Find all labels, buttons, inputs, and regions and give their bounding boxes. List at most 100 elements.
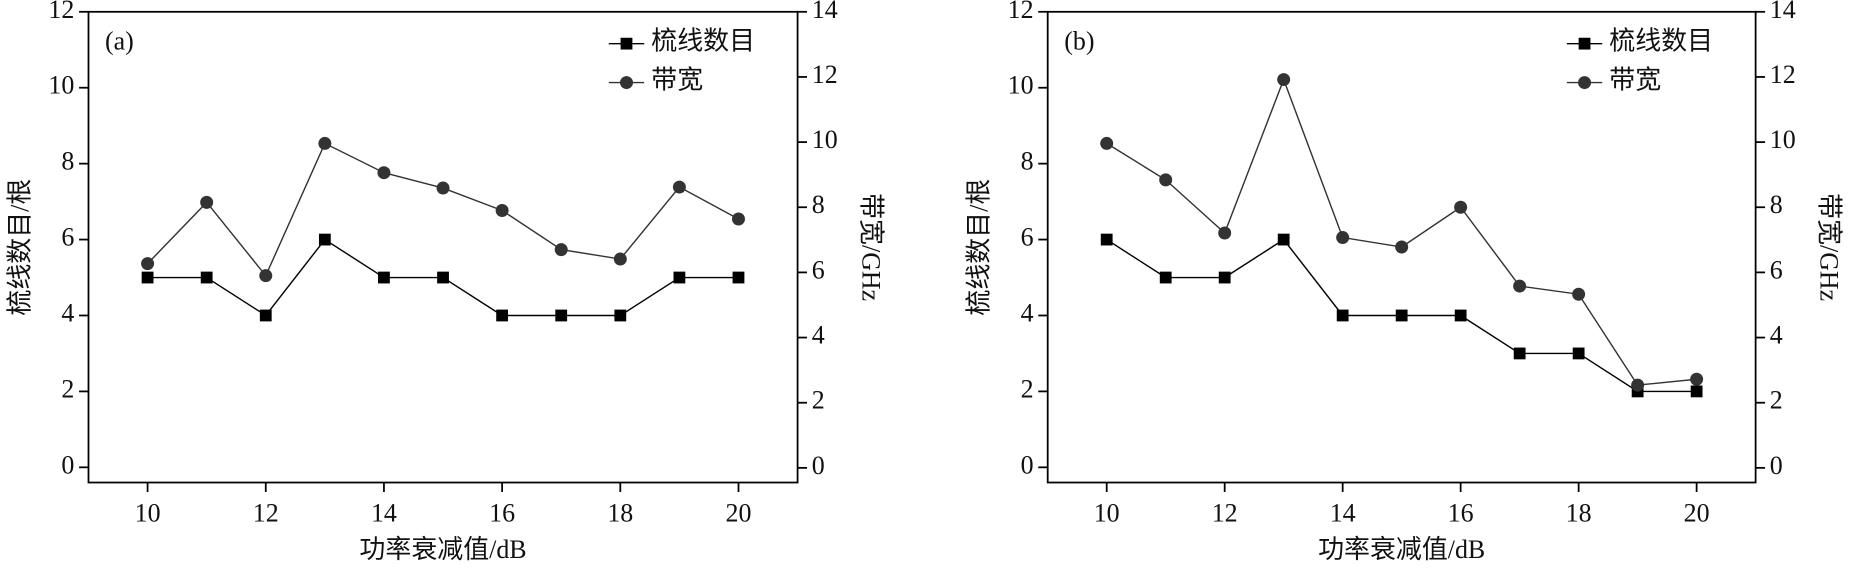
x-tick-label: 14 (371, 499, 397, 528)
marker (259, 269, 273, 283)
marker (555, 309, 568, 322)
marker (1454, 309, 1467, 322)
y2-tick-label: 14 (1770, 0, 1796, 24)
y2-tick-label: 2 (812, 386, 825, 415)
legend-label: 带宽 (651, 66, 703, 95)
legend-marker (1578, 76, 1592, 90)
y2-tick-label: 6 (1770, 255, 1783, 284)
legend-label: 带宽 (1609, 66, 1661, 95)
y-tick-label: 4 (1021, 298, 1034, 327)
x-axis-label: 功率衰减值/dB (1318, 535, 1485, 564)
x-tick-label: 12 (253, 499, 279, 528)
y-tick-label: 12 (1008, 0, 1034, 24)
marker (672, 180, 686, 194)
marker (496, 309, 509, 322)
y-tick-label: 10 (48, 71, 74, 100)
marker (1631, 378, 1645, 392)
x-tick-label: 12 (1212, 499, 1238, 528)
x-tick-label: 16 (489, 499, 515, 528)
marker (1277, 233, 1290, 246)
y-tick-label: 0 (1021, 450, 1034, 479)
marker (200, 271, 213, 284)
x-tick-label: 16 (1448, 499, 1474, 528)
legend-marker (620, 76, 633, 90)
marker (1336, 231, 1350, 245)
marker (1513, 347, 1526, 360)
marker (141, 257, 155, 271)
y-tick-label: 2 (1021, 374, 1034, 403)
x-tick-label: 20 (1684, 499, 1710, 528)
x-tick-label: 10 (135, 499, 161, 528)
y2-tick-label: 0 (812, 451, 825, 480)
legend-label: 梳线数目 (651, 27, 755, 56)
x-tick-label: 20 (726, 499, 752, 528)
y2-tick-label: 2 (1770, 386, 1783, 415)
marker (1159, 173, 1173, 187)
marker (1159, 271, 1172, 284)
y2-tick-label: 6 (812, 255, 825, 284)
series-line (147, 142, 739, 278)
marker (495, 204, 509, 217)
marker (1690, 385, 1703, 398)
y2-tick-label: 8 (812, 190, 825, 219)
marker (1395, 240, 1409, 254)
panel-annotation: (b) (1064, 27, 1094, 56)
marker (200, 195, 214, 209)
marker (318, 136, 332, 150)
legend-label: 梳线数目 (1609, 27, 1713, 56)
y-tick-label: 12 (48, 0, 74, 24)
y-axis-label: 梳线数目/根 (5, 179, 34, 316)
marker (437, 271, 449, 284)
marker (554, 243, 568, 257)
marker (673, 271, 686, 284)
panel-annotation: (a) (105, 27, 134, 56)
marker (1218, 271, 1231, 284)
marker (1277, 73, 1291, 87)
y2-tick-label: 10 (1770, 125, 1796, 154)
y2-tick-label: 8 (1770, 190, 1783, 219)
y-tick-label: 6 (1021, 223, 1034, 252)
marker (378, 271, 390, 284)
y2-tick-label: 14 (812, 0, 838, 24)
panel: 10 12 14 16 18 20 0 2 4 6 8 10 12 0 2 4 6 8 10 12 14 功率衰减值/dB… (5, 0, 885, 564)
y-tick-label: 4 (61, 298, 74, 327)
x-tick-label: 14 (1330, 499, 1356, 528)
y2-tick-label: 4 (812, 321, 825, 350)
panel: 10 12 14 16 18 20 0 2 4 6 8 10 12 0 2 4 6 8 10 12 14 功率衰减值/dB… (965, 0, 1844, 564)
marker (318, 233, 331, 246)
marker (614, 309, 627, 322)
marker (1690, 372, 1704, 386)
y-tick-label: 8 (1021, 147, 1034, 176)
plot-frame (87, 10, 799, 484)
marker (1395, 309, 1408, 322)
y-tick-label: 6 (61, 223, 74, 252)
y-tick-label: 8 (61, 147, 74, 176)
plot-frame (1046, 10, 1757, 484)
x-axis-label: 功率衰减值/dB (359, 535, 526, 564)
x-tick-label: 18 (1566, 499, 1592, 528)
marker (1218, 226, 1232, 240)
marker (1513, 279, 1527, 293)
y2-tick-label: 4 (1770, 321, 1783, 350)
legend-marker (620, 37, 633, 50)
marker (1100, 136, 1114, 150)
marker (732, 271, 745, 284)
y2-tick-label: 12 (1770, 60, 1796, 89)
marker (1336, 309, 1349, 322)
marker (731, 212, 745, 226)
legend-marker (1578, 37, 1591, 50)
y-tick-label: 10 (1008, 71, 1034, 100)
marker (1572, 287, 1586, 301)
x-tick-label: 10 (1094, 499, 1120, 528)
y2-tick-label: 12 (812, 60, 838, 89)
marker (436, 181, 450, 195)
marker (141, 271, 154, 284)
x-tick-label: 18 (607, 499, 633, 528)
y-tick-label: 2 (61, 374, 74, 403)
marker (377, 166, 391, 180)
marker (259, 309, 272, 322)
marker (1454, 200, 1468, 214)
series-line (1106, 77, 1697, 386)
y-tick-label: 0 (61, 450, 74, 479)
